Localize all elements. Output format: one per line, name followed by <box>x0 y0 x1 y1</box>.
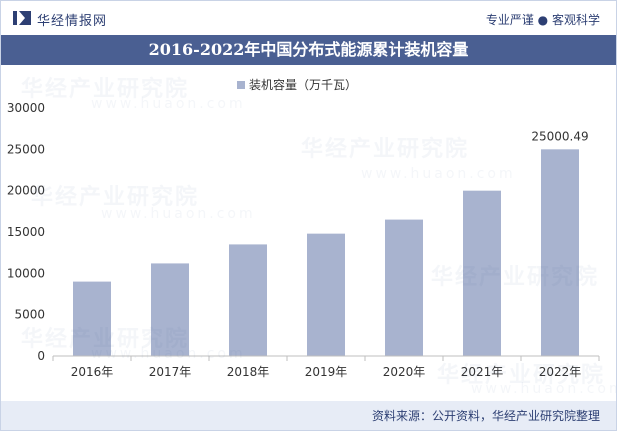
data-label: 25000.49 <box>531 129 588 143</box>
x-tick-label: 2019年 <box>305 365 348 379</box>
x-tick-label: 2016年 <box>71 365 114 379</box>
y-tick-label: 0 <box>37 349 45 363</box>
bar <box>385 219 423 356</box>
bar <box>307 233 345 356</box>
x-tick-label: 2018年 <box>227 365 270 379</box>
legend-swatch <box>237 81 245 89</box>
x-tick-label: 2022年 <box>539 365 582 379</box>
y-tick-label: 15000 <box>7 225 45 239</box>
legend-label: 装机容量（万千瓦） <box>249 77 357 92</box>
x-axis: 2016年 2017年 2018年 2019年 2020年 2021年 2022年 <box>52 355 600 379</box>
x-tick-label: 2020年 <box>383 365 426 379</box>
bar <box>229 244 267 356</box>
y-tick-label: 10000 <box>7 266 45 280</box>
y-tick-label: 5000 <box>14 308 45 322</box>
bar <box>541 149 579 356</box>
header: 华经情报网 专业严谨 ● 客观科学 <box>1 1 616 35</box>
bar-chart: 装机容量（万千瓦） 0 5000 10000 15000 20000 25000 30000… <box>7 77 600 379</box>
x-tick-label: 2017年 <box>149 365 192 379</box>
tagline-right: 客观科学 <box>551 13 600 27</box>
y-tick-label: 30000 <box>7 101 45 115</box>
tagline-separator: ● <box>537 13 549 27</box>
bars <box>73 149 579 356</box>
bar <box>151 263 189 356</box>
source-note: 资料来源：公开资料，华经产业研究院整理 <box>371 409 600 423</box>
footer: 资料来源：公开资料，华经产业研究院整理 <box>1 401 616 430</box>
brand-name: 华经情报网 <box>37 14 108 29</box>
legend: 装机容量（万千瓦） <box>237 77 357 92</box>
brand-logo-icon <box>13 11 31 25</box>
bar <box>463 190 501 356</box>
tagline: 专业严谨 ● 客观科学 <box>486 11 600 28</box>
tagline-left: 专业严谨 <box>485 13 534 27</box>
chart-title: 2016-2022年中国分布式能源累计装机容量 <box>1 35 616 65</box>
x-tick-label: 2021年 <box>461 365 504 379</box>
y-tick-label: 25000 <box>7 142 45 156</box>
data-labels: 25000.49 <box>531 129 588 143</box>
bar <box>73 281 111 356</box>
y-tick-label: 20000 <box>7 184 45 198</box>
y-axis: 0 5000 10000 15000 20000 25000 30000 <box>7 101 45 363</box>
